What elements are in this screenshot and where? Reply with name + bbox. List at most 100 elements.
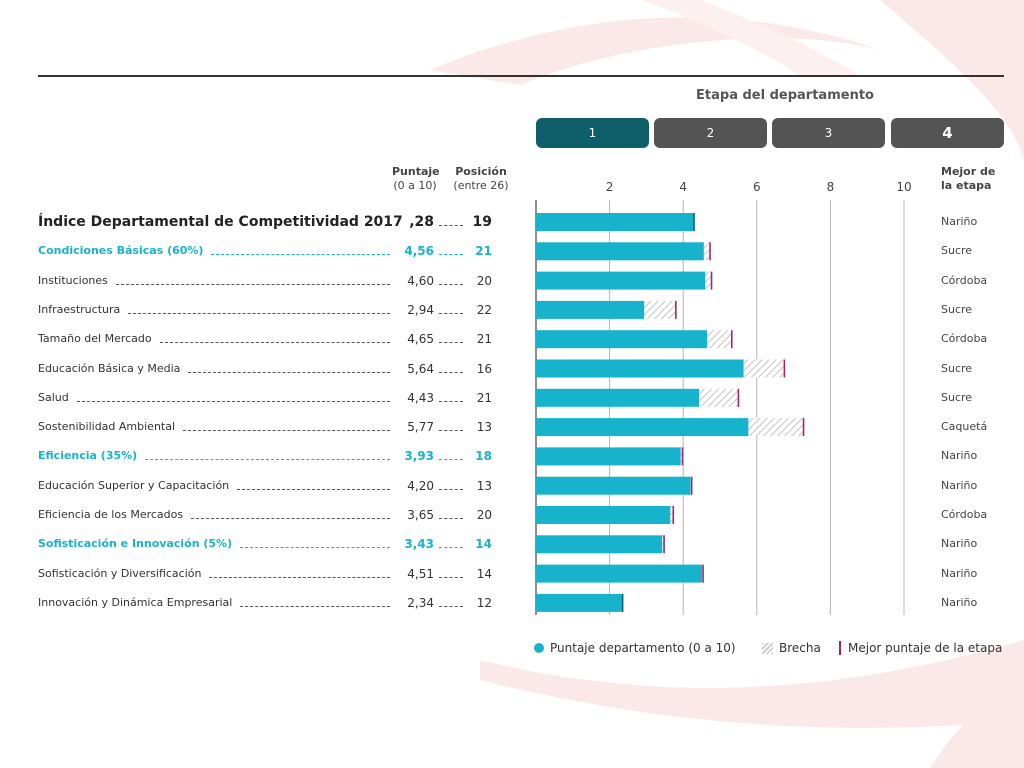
gap-bar — [705, 271, 712, 290]
best-department: Sucre — [941, 244, 973, 258]
leader-line — [160, 342, 390, 344]
legend-score-swatch — [534, 643, 544, 653]
top-divider — [38, 75, 1004, 77]
x-tick-label: 4 — [679, 180, 687, 194]
position-column-title: Posición — [455, 165, 507, 178]
x-tick-label: 10 — [896, 180, 912, 194]
table-row: Educación Básica y Media 5,64 16 — [38, 358, 493, 379]
indicator-score: 5,77 — [407, 420, 434, 435]
gap-bar — [699, 388, 739, 407]
leader-line — [211, 254, 390, 256]
table-row: Infraestructura 2,94 22 — [38, 299, 493, 320]
indicator-name: Instituciones — [38, 270, 114, 291]
leader-line — [439, 312, 463, 314]
indicator-score: 2,94 — [407, 302, 434, 317]
leader-line — [439, 459, 463, 461]
stage-1-tab[interactable]: 1 — [536, 118, 649, 148]
best-department: Sucre — [941, 390, 973, 404]
best-department: Córdoba — [941, 273, 988, 287]
leader-line — [439, 488, 463, 490]
leader-line — [209, 576, 390, 578]
leader-line — [439, 430, 463, 432]
x-tick-label: 6 — [752, 180, 761, 194]
indicator-score: 3,65 — [407, 508, 434, 522]
score-bar — [536, 213, 694, 231]
indicator-name: Tamaño del Mercado — [38, 329, 158, 350]
indicator-score: 3,43 — [404, 537, 434, 552]
legend-gap-swatch — [762, 642, 773, 654]
best-column-title-line2: la etapa — [941, 179, 992, 192]
indicator-name: Sostenibilidad Ambiental — [38, 417, 182, 438]
stage-title: Etapa del departamento — [696, 88, 874, 103]
legend-best-swatch — [839, 641, 841, 655]
indicator-position: 13 — [476, 420, 492, 435]
leader-line — [116, 283, 390, 285]
stage-2-tab[interactable]: 2 — [654, 118, 767, 148]
leader-line — [128, 312, 390, 314]
stage-4-tab[interactable]: 4 — [891, 118, 1004, 148]
leader-line — [439, 518, 463, 519]
legend-best: Mejor puntaje de la etapa — [839, 638, 1002, 658]
table-row: Salud 4,43 21 — [38, 387, 493, 408]
table-row: Sofisticación y Diversificación 4,51 14 — [38, 563, 493, 584]
indicator-name: Salud — [38, 387, 75, 408]
indicator-score: 4,60 — [407, 273, 434, 288]
leader-line — [439, 283, 463, 285]
indicator-position: 20 — [476, 508, 492, 522]
leader-line — [240, 605, 390, 607]
x-tick-label: 2 — [605, 180, 614, 194]
legend-score-label: Puntaje departamento (0 a 10) — [550, 641, 736, 655]
indicator-score: 4,56 — [404, 244, 434, 259]
score-bar — [536, 506, 671, 524]
table-row: Condiciones Básicas (60%) 4,56 21 — [38, 241, 493, 262]
indicator-score: 4,65 — [407, 332, 434, 347]
leader-line — [191, 518, 390, 519]
indicator-position: 12 — [476, 595, 492, 610]
legend-best-label: Mejor puntaje de la etapa — [848, 641, 1003, 655]
indicator-name: Condiciones Básicas (60%) — [38, 241, 210, 262]
legend-gap-label: Brecha — [779, 641, 821, 655]
leader-line — [439, 400, 463, 402]
best-column-title-line1: Mejor de — [941, 165, 996, 178]
score-bar — [536, 359, 744, 378]
leader-line — [439, 576, 463, 578]
best-department: Sucre — [941, 361, 973, 375]
position-column-header: Posición (entre 26) — [452, 165, 510, 193]
table-row: Eficiencia de los Mercados 3,65 20 — [38, 505, 493, 525]
score-bar — [536, 476, 691, 495]
table-row: Innovación y Dinámica Empresarial 2,34 12 — [38, 592, 493, 613]
table-row: Educación Superior y Capacitación 4,20 13 — [38, 475, 493, 496]
indicator-position: 14 — [475, 537, 492, 552]
leader-line — [439, 547, 463, 549]
table-row: Tamaño del Mercado 4,65 21 — [38, 329, 493, 350]
leader-line — [439, 371, 463, 373]
table-row: Sofisticación e Innovación (5%) 3,43 14 — [38, 534, 493, 555]
table-row: Eficiencia (35%) 3,93 18 — [38, 446, 493, 467]
indicator-position: 21 — [475, 244, 492, 259]
best-department: Córdoba — [941, 332, 988, 346]
score-bar — [536, 388, 700, 407]
indicator-name: Sofisticación y Diversificación — [38, 563, 208, 584]
indicator-position: 21 — [476, 390, 492, 405]
best-department: Nariño — [941, 478, 978, 492]
leader-line — [237, 488, 390, 490]
gap-bar — [670, 506, 674, 524]
leader-line — [188, 371, 390, 373]
score-bar — [536, 447, 681, 466]
stage-3-tab[interactable]: 3 — [772, 118, 885, 148]
leader-line — [145, 459, 390, 461]
indicator-name: Educación Superior y Capacitación — [38, 475, 236, 496]
leader-line — [439, 225, 463, 226]
indicator-position: 20 — [476, 273, 492, 288]
best-department: Nariño — [941, 537, 978, 551]
score-bar — [536, 242, 704, 261]
leader-line — [439, 342, 463, 344]
indicator-score: 4,20 — [407, 478, 434, 493]
gap-bar — [644, 300, 676, 319]
score-bar — [536, 330, 708, 349]
indicator-score: 4,43 — [407, 390, 434, 405]
leader-line — [183, 430, 390, 432]
gap-bar — [662, 535, 665, 554]
gap-bar — [707, 330, 732, 349]
